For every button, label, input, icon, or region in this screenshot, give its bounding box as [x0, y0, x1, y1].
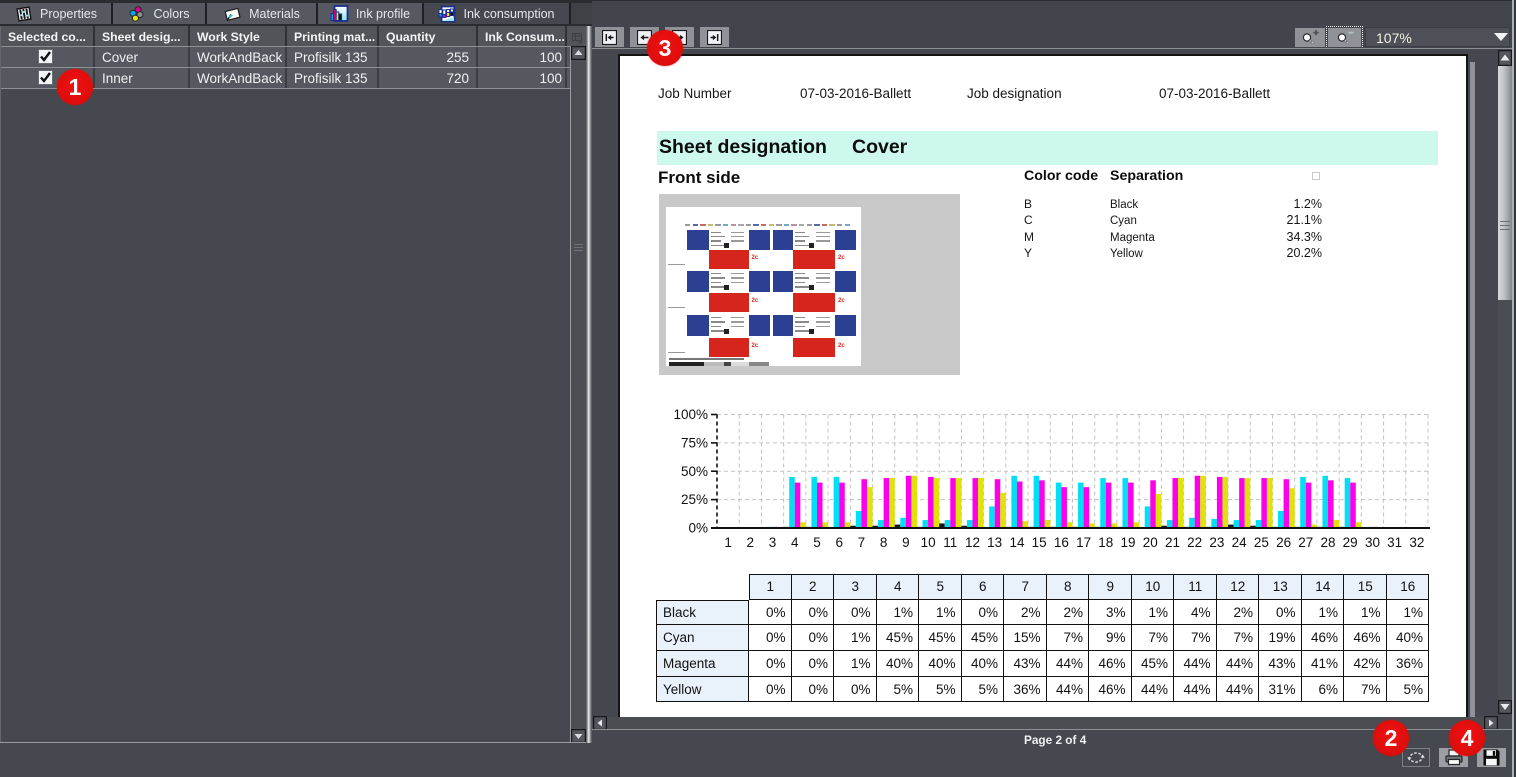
- svg-text:14: 14: [1009, 535, 1025, 550]
- svg-text:31: 31: [1387, 535, 1402, 550]
- svg-text:3: 3: [769, 535, 777, 550]
- svg-text:8: 8: [880, 535, 888, 550]
- svg-text:23: 23: [1209, 535, 1224, 550]
- svg-text:5: 5: [813, 535, 821, 550]
- svg-text:4: 4: [791, 535, 799, 550]
- svg-text:2: 2: [747, 535, 755, 550]
- svg-text:20: 20: [1143, 535, 1158, 550]
- svg-text:22: 22: [1187, 535, 1202, 550]
- svg-text:0%: 0%: [688, 521, 708, 536]
- svg-text:27: 27: [1298, 535, 1313, 550]
- svg-text:25%: 25%: [681, 492, 708, 507]
- svg-text:11: 11: [943, 535, 957, 550]
- svg-text:30: 30: [1365, 535, 1380, 550]
- svg-text:32: 32: [1409, 535, 1424, 550]
- svg-text:6: 6: [835, 535, 843, 550]
- svg-text:1: 1: [724, 535, 732, 550]
- svg-text:16: 16: [1054, 535, 1069, 550]
- svg-text:9: 9: [902, 535, 910, 550]
- svg-text:29: 29: [1343, 535, 1358, 550]
- svg-text:15: 15: [1032, 535, 1047, 550]
- svg-text:28: 28: [1320, 535, 1335, 550]
- svg-text:18: 18: [1098, 535, 1113, 550]
- svg-text:19: 19: [1120, 535, 1135, 550]
- svg-text:12: 12: [965, 535, 980, 550]
- svg-text:13: 13: [987, 535, 1002, 550]
- svg-text:21: 21: [1165, 535, 1180, 550]
- svg-text:17: 17: [1076, 535, 1091, 550]
- svg-text:26: 26: [1276, 535, 1291, 550]
- svg-text:25: 25: [1254, 535, 1269, 550]
- svg-text:75%: 75%: [681, 435, 708, 450]
- svg-text:100%: 100%: [673, 407, 708, 422]
- svg-text:10: 10: [921, 535, 936, 550]
- svg-text:7: 7: [858, 535, 866, 550]
- svg-text:50%: 50%: [681, 464, 708, 479]
- svg-text:24: 24: [1232, 535, 1248, 550]
